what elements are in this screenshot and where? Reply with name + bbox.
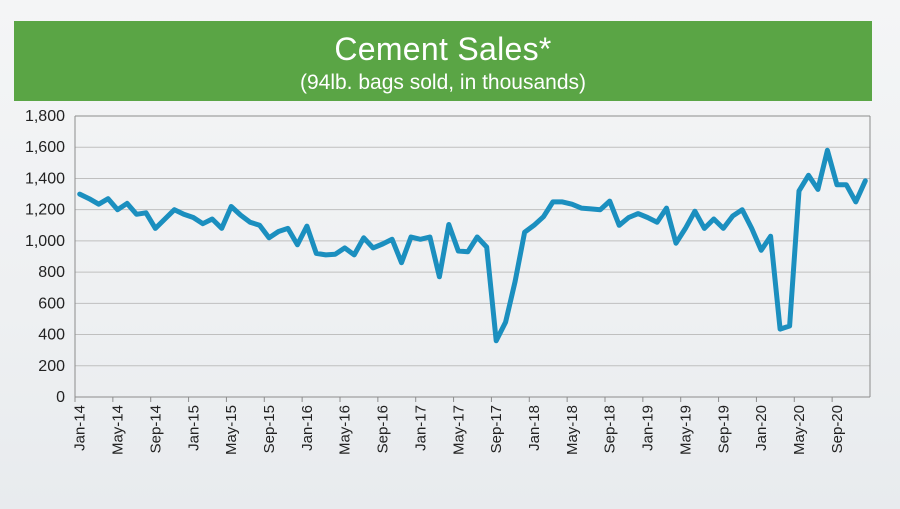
x-axis-tick-labels: Jan-14 May-14 Sep-14 Jan-15 May-15 Sep-15 Jan-…: [72, 397, 846, 455]
x-tick-label: Sep-19: [715, 405, 732, 453]
x-tick-label: Jan-17: [412, 405, 429, 451]
x-tick-label: May-18: [564, 405, 581, 455]
x-tick-label: Sep-14: [147, 405, 164, 453]
y-tick-label: 800: [38, 264, 65, 281]
x-tick-label: May-15: [223, 405, 240, 455]
y-tick-label: 1,600: [25, 139, 65, 156]
x-tick-label: Jan-19: [640, 405, 657, 451]
title-banner: Cement Sales* (94lb. bags sold, in thous…: [14, 21, 872, 101]
y-tick-label: 200: [38, 358, 65, 375]
x-tick-label: Sep-16: [375, 405, 392, 453]
x-tick-label: Sep-17: [488, 405, 505, 453]
x-tick-label: Sep-15: [261, 405, 278, 453]
x-tick-label: May-20: [791, 405, 808, 455]
x-tick-label: Jan-20: [753, 405, 770, 451]
y-tick-label: 0: [56, 389, 65, 406]
x-tick-label: May-16: [337, 405, 354, 455]
x-tick-label: May-17: [450, 405, 467, 455]
y-tick-label: 1,400: [25, 170, 65, 187]
y-tick-label: 400: [38, 327, 65, 344]
x-tick-label: May-19: [677, 405, 694, 455]
y-tick-label: 1,800: [25, 108, 65, 125]
x-tick-label: Jan-16: [299, 405, 316, 451]
y-axis-tick-labels: 0 200 400 600 800 1,000 1,200 1,400 1,600 1,800: [25, 108, 65, 406]
x-tick-label: Jan-18: [526, 405, 543, 451]
x-tick-label: Jan-14: [72, 405, 89, 451]
x-tick-label: Jan-15: [185, 405, 202, 451]
y-tick-label: 1,000: [25, 233, 65, 250]
y-tick-label: 600: [38, 295, 65, 312]
x-tick-label: Sep-20: [829, 405, 846, 453]
series-line-cement-sales: [77, 147, 868, 344]
axes: [74, 115, 871, 398]
x-tick-label: May-14: [110, 405, 127, 455]
chart-subtitle: (94lb. bags sold, in thousands): [299, 71, 586, 94]
chart-title: Cement Sales*: [334, 31, 552, 67]
y-tick-label: 1,200: [25, 202, 65, 219]
x-tick-label: Sep-18: [602, 405, 619, 453]
